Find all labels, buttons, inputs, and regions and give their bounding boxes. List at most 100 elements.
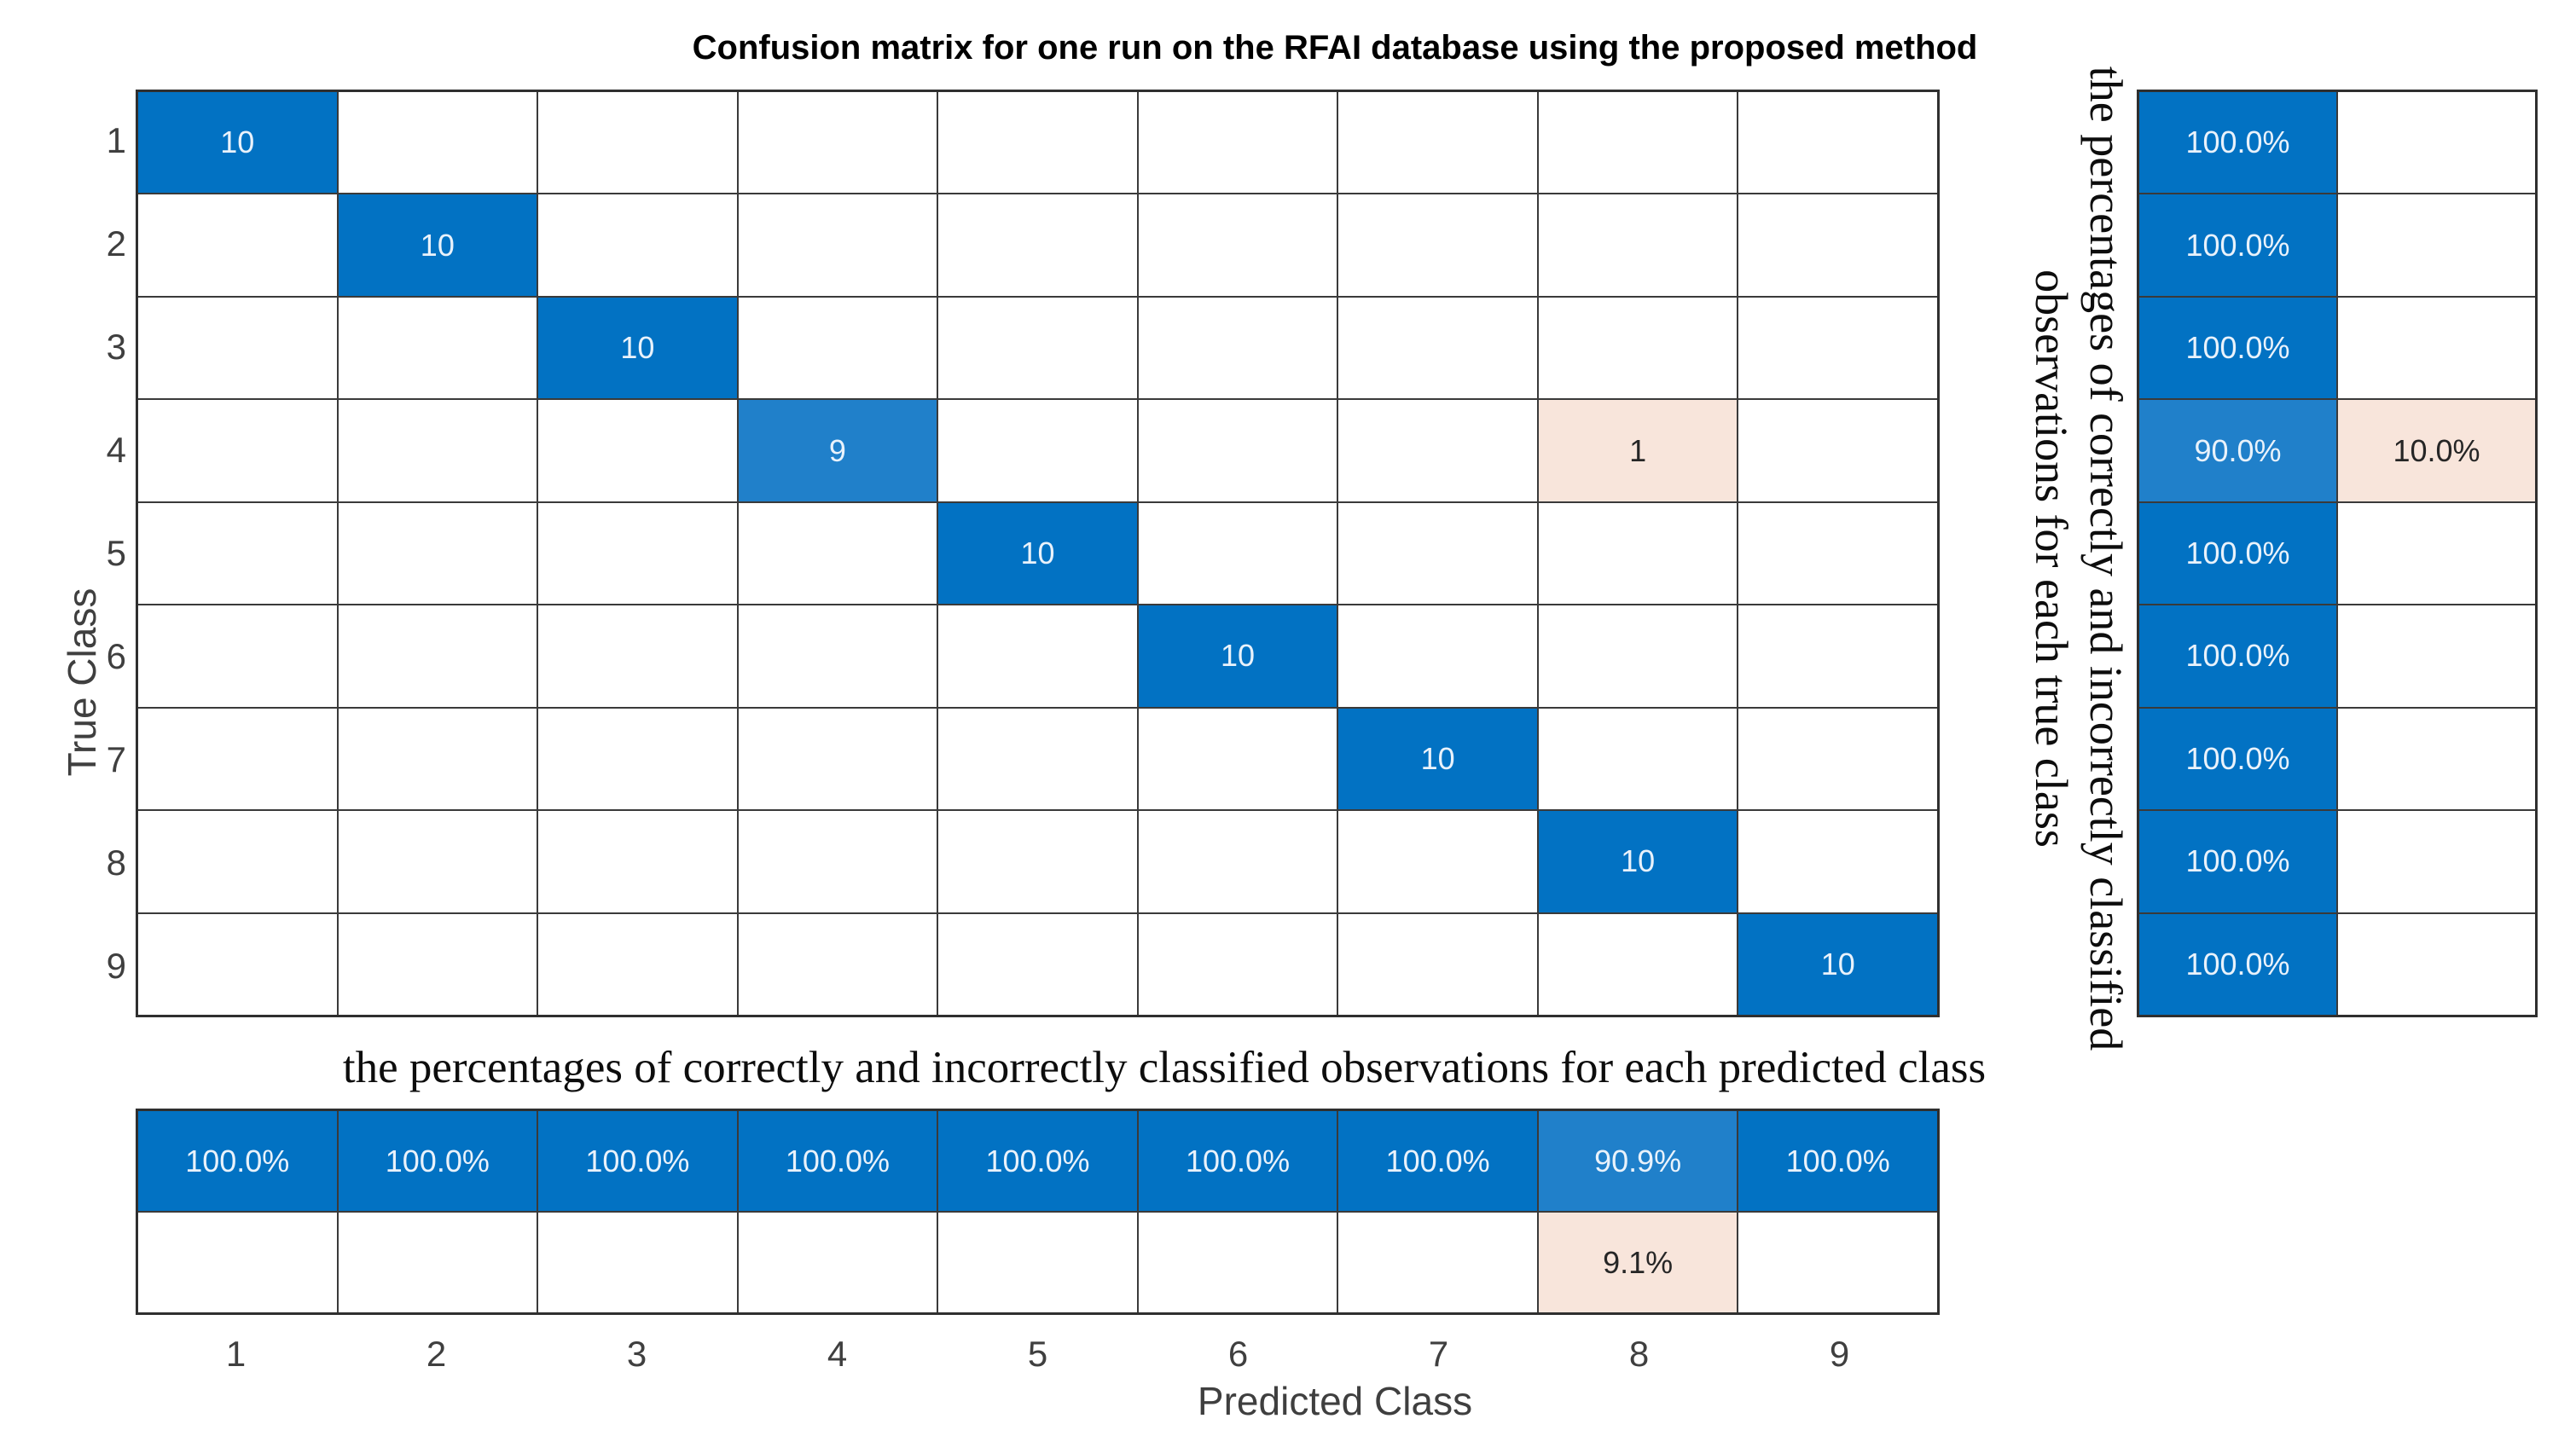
matrix-cell xyxy=(1338,297,1537,399)
matrix-cell xyxy=(138,400,337,501)
matrix-cell xyxy=(338,811,537,912)
matrix-cell xyxy=(938,811,1137,912)
right-annotation-line1: the percentages of correctly and incorre… xyxy=(2080,66,2132,1051)
matrix-cell xyxy=(938,605,1137,707)
col-summary-correct-cell: 100.0% xyxy=(1738,1111,1937,1211)
row-summary-correct-cell: 100.0% xyxy=(2139,811,2336,912)
matrix-cell xyxy=(1738,194,1937,296)
matrix-cell xyxy=(138,913,337,1015)
confusion-matrix-grid: 10 10 10 9 1 10 10 10 10 10 xyxy=(136,90,1940,1017)
matrix-cell xyxy=(1738,502,1937,605)
matrix-cell: 10 xyxy=(938,502,1137,605)
matrix-cell xyxy=(538,811,737,912)
col-summary-correct-cell: 100.0% xyxy=(738,1111,937,1211)
matrix-cell xyxy=(338,400,537,501)
matrix-cell xyxy=(738,297,937,399)
col-summary-correct-cell: 100.0% xyxy=(1338,1111,1537,1211)
y-tick: 6 xyxy=(106,635,126,676)
x-tick: 4 xyxy=(827,1334,848,1374)
x-axis-label: Predicted Class xyxy=(1197,1379,1473,1423)
matrix-cell xyxy=(1338,913,1537,1015)
row-summary-correct-cell: 100.0% xyxy=(2139,92,2336,194)
matrix-cell xyxy=(338,913,537,1015)
matrix-cell xyxy=(738,502,937,605)
matrix-cell xyxy=(1338,400,1537,501)
matrix-cell xyxy=(738,605,937,707)
matrix-cell xyxy=(138,194,337,296)
x-tick: 6 xyxy=(1227,1334,1249,1374)
matrix-cell xyxy=(1138,502,1337,605)
row-summary-incorrect-cell xyxy=(2338,708,2535,810)
col-summary-incorrect-cell xyxy=(938,1213,1137,1312)
row-summary-incorrect-cell xyxy=(2338,811,2535,912)
matrix-cell xyxy=(938,913,1137,1015)
col-summary-incorrect-cell xyxy=(1138,1213,1337,1312)
row-summary-correct-cell: 100.0% xyxy=(2139,708,2336,810)
x-tick: 5 xyxy=(1027,1334,1048,1374)
matrix-cell: 9 xyxy=(738,400,937,501)
matrix-cell xyxy=(1738,297,1937,399)
col-summary-correct-cell: 100.0% xyxy=(538,1111,737,1211)
col-summary-correct-cell: 90.9% xyxy=(1538,1111,1738,1211)
matrix-cell xyxy=(1738,400,1937,501)
row-summary-correct-cell: 100.0% xyxy=(2139,502,2336,605)
matrix-cell xyxy=(938,92,1137,194)
matrix-cell xyxy=(538,502,737,605)
matrix-cell xyxy=(538,92,737,194)
y-axis-ticks: 1 2 3 4 5 6 7 8 9 xyxy=(49,90,126,1017)
matrix-cell xyxy=(1538,502,1738,605)
row-summary-correct-cell: 90.0% xyxy=(2139,400,2336,501)
matrix-cell xyxy=(1138,811,1337,912)
matrix-cell xyxy=(1738,708,1937,810)
y-tick: 1 xyxy=(106,120,126,161)
y-tick: 9 xyxy=(106,945,126,986)
matrix-cell xyxy=(1538,297,1738,399)
matrix-cell xyxy=(1538,913,1738,1015)
matrix-cell xyxy=(1138,913,1337,1015)
y-tick: 4 xyxy=(106,430,126,471)
matrix-cell xyxy=(1538,194,1738,296)
matrix-cell xyxy=(338,92,537,194)
matrix-cell: 10 xyxy=(138,92,337,194)
col-summary-incorrect-cell xyxy=(538,1213,737,1312)
matrix-cell xyxy=(738,708,937,810)
matrix-cell xyxy=(938,297,1137,399)
row-summary-correct-cell: 100.0% xyxy=(2139,605,2336,707)
matrix-cell: 10 xyxy=(338,194,537,296)
matrix-cell xyxy=(338,297,537,399)
matrix-cell xyxy=(1338,194,1537,296)
matrix-cell xyxy=(738,811,937,912)
matrix-cell: 1 xyxy=(1538,400,1738,501)
matrix-cell: 10 xyxy=(1338,708,1537,810)
matrix-cell xyxy=(138,297,337,399)
right-annotation: the percentages of correctly and incorre… xyxy=(2024,67,2133,1051)
matrix-cell: 10 xyxy=(1738,913,1937,1015)
y-tick: 5 xyxy=(106,532,126,573)
matrix-cell xyxy=(1738,92,1937,194)
matrix-cell xyxy=(1138,297,1337,399)
matrix-cell xyxy=(1138,194,1337,296)
x-tick: 8 xyxy=(1628,1334,1650,1374)
matrix-cell xyxy=(138,605,337,707)
matrix-cell xyxy=(538,913,737,1015)
matrix-cell xyxy=(1338,92,1537,194)
col-summary-incorrect-cell xyxy=(138,1213,337,1312)
col-summary-incorrect-cell xyxy=(738,1213,937,1312)
matrix-cell: 10 xyxy=(1538,811,1738,912)
matrix-cell xyxy=(138,811,337,912)
matrix-cell xyxy=(938,708,1137,810)
row-summary-incorrect-cell xyxy=(2338,92,2535,194)
matrix-cell xyxy=(338,605,537,707)
matrix-cell xyxy=(1338,811,1537,912)
matrix-cell xyxy=(938,400,1137,501)
matrix-cell: 10 xyxy=(1138,605,1337,707)
row-summary-incorrect-cell xyxy=(2338,605,2535,707)
row-summary-correct-cell: 100.0% xyxy=(2139,194,2336,296)
matrix-cell xyxy=(538,708,737,810)
row-summary-incorrect-cell: 10.0% xyxy=(2338,400,2535,501)
matrix-cell xyxy=(1338,502,1537,605)
chart-title: Confusion matrix for one run on the RFAI… xyxy=(692,29,1978,67)
matrix-cell xyxy=(1738,811,1937,912)
matrix-cell xyxy=(138,502,337,605)
y-tick: 8 xyxy=(106,842,126,883)
